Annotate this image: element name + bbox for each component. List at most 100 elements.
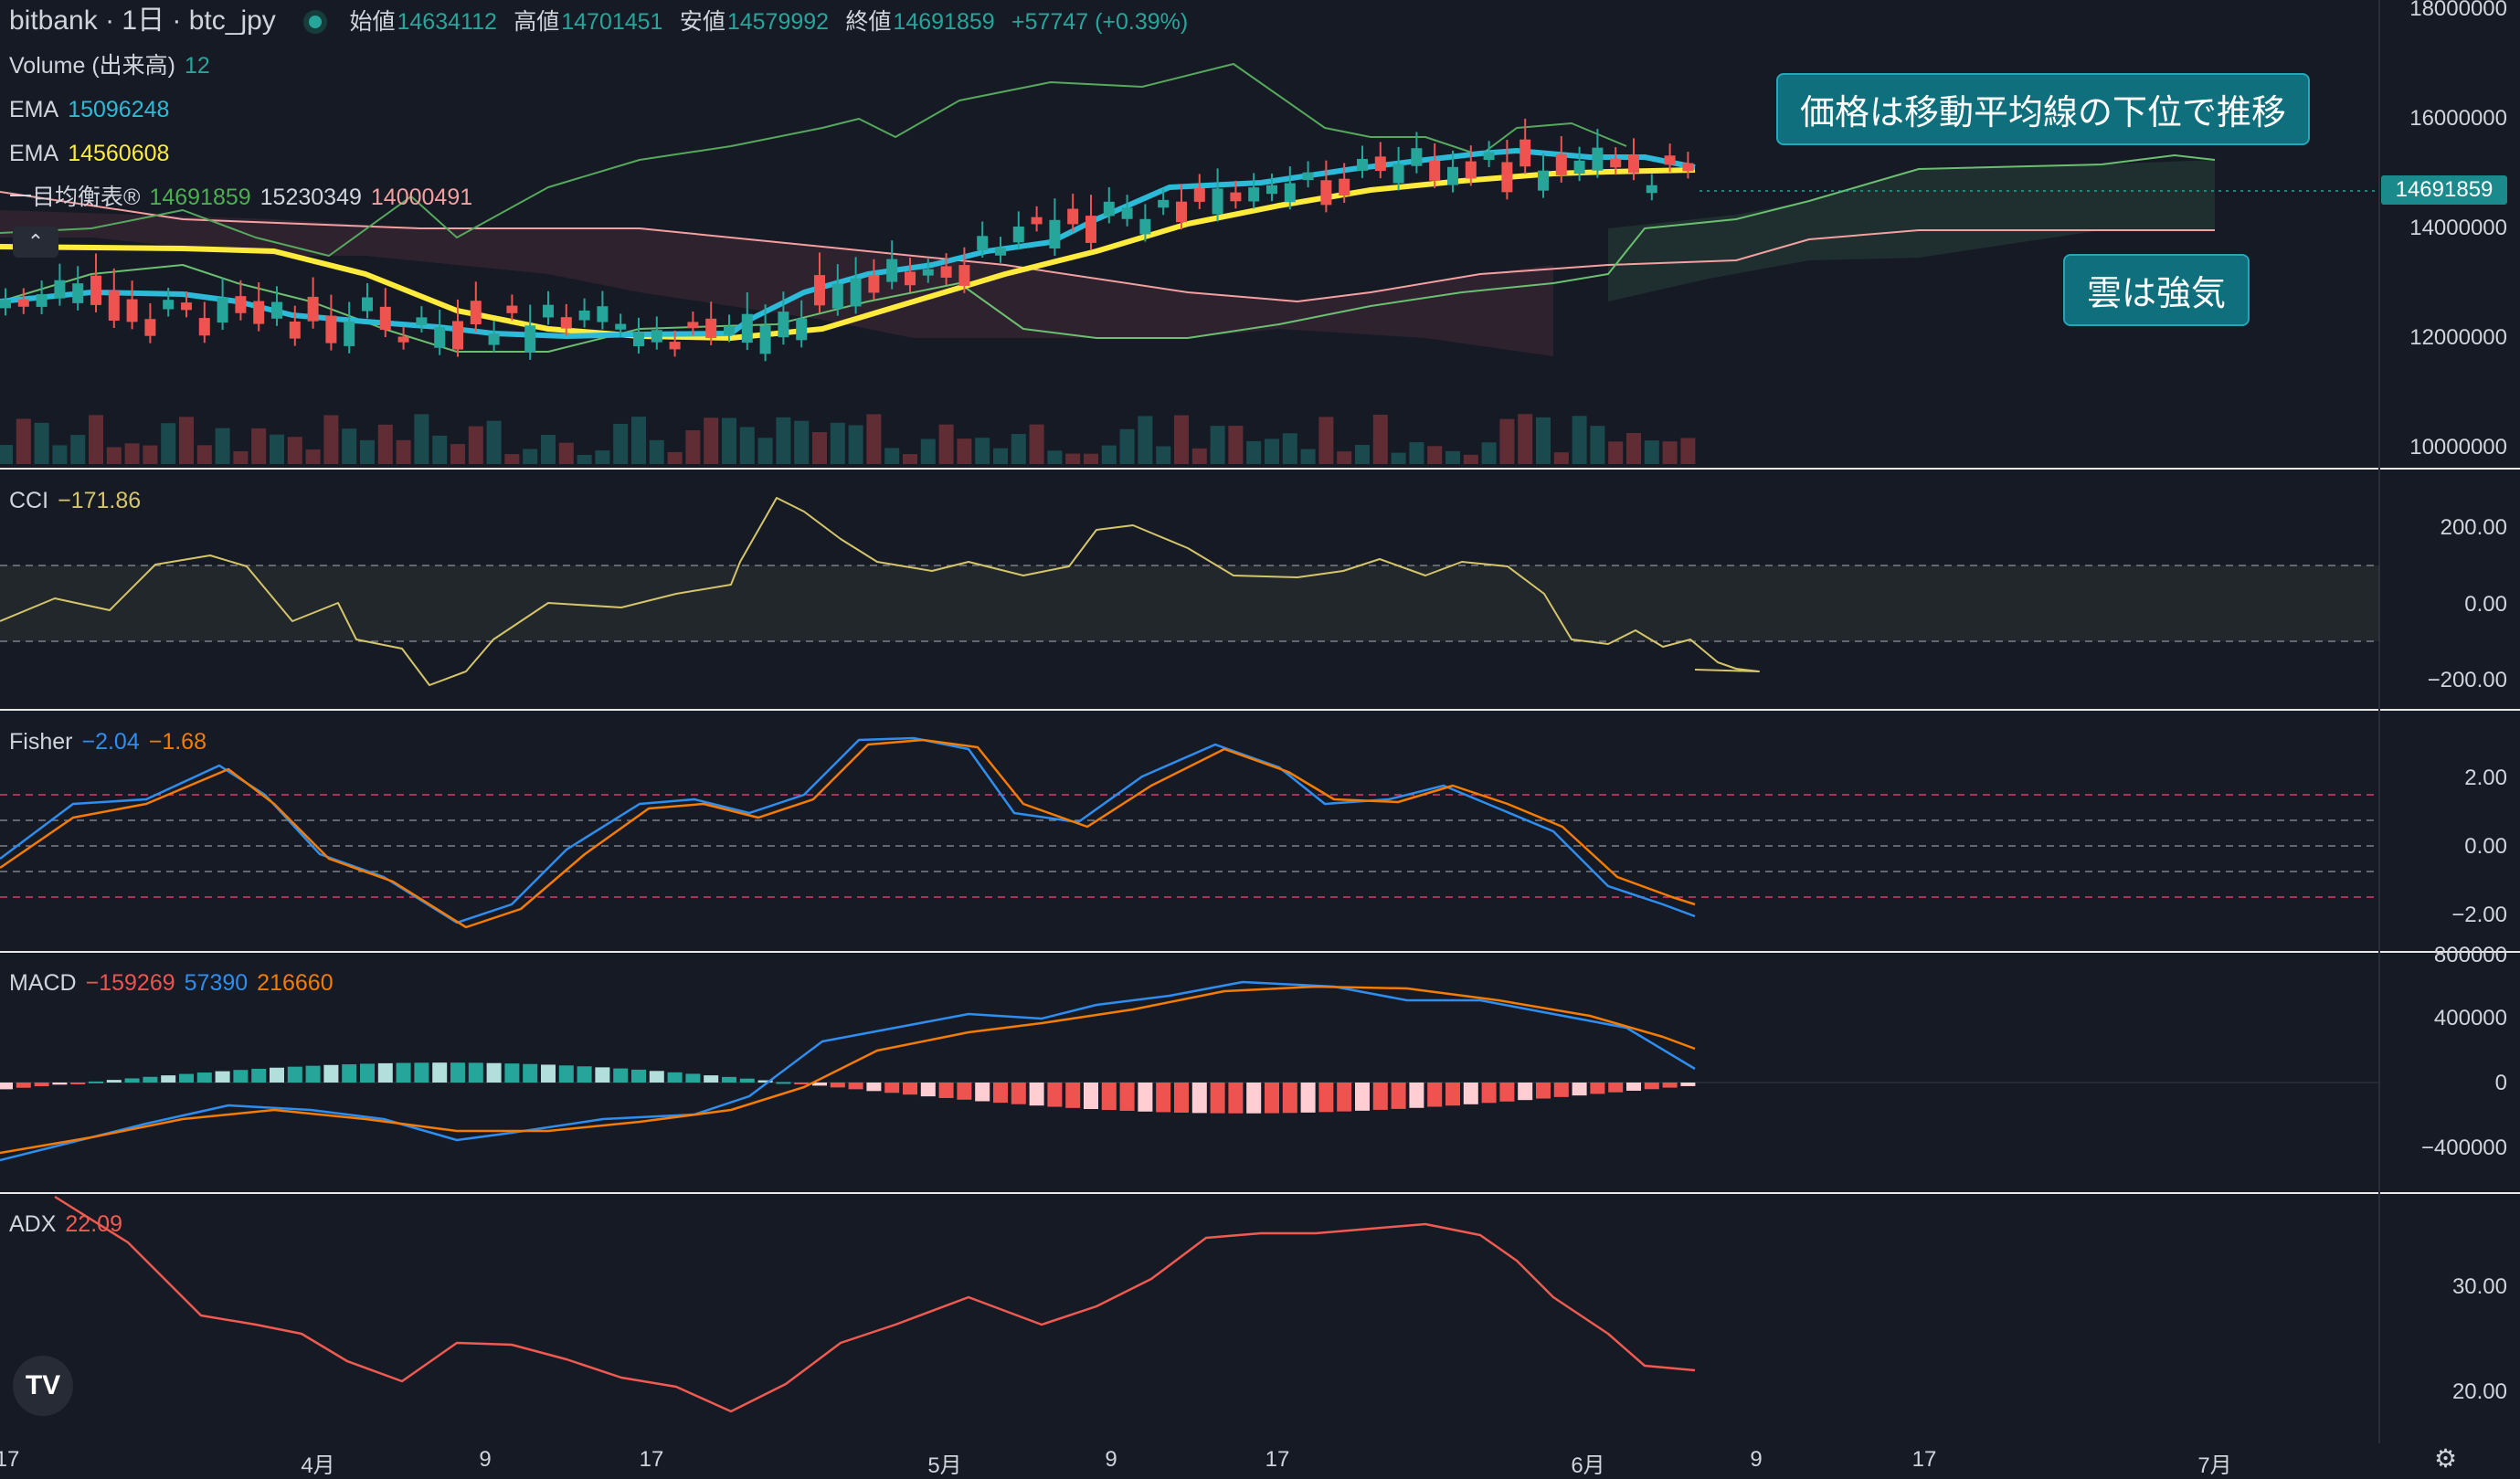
macd-histogram-bar <box>196 1072 212 1083</box>
candle-body <box>1628 154 1639 174</box>
macd-histogram-bar <box>1590 1083 1605 1094</box>
candle-body <box>397 336 409 343</box>
price-axis-tick: 12000000 <box>2409 325 2507 350</box>
candle-body <box>1212 188 1223 215</box>
legend-fisher[interactable]: Fisher −2.04 −1.68 <box>9 728 216 755</box>
macd-histogram-bar <box>1300 1083 1316 1113</box>
volume-bar <box>1011 434 1026 464</box>
volume-bar <box>377 424 393 464</box>
volume-bar <box>1536 417 1551 464</box>
volume-bar <box>848 425 863 464</box>
macd-histogram-bar <box>342 1064 357 1083</box>
volume-bar <box>1662 441 1678 464</box>
candle-body <box>524 325 536 353</box>
candle-body <box>669 342 681 350</box>
callout-cloud-bullish[interactable]: 雲は強気 <box>2063 254 2250 326</box>
candle-body <box>560 317 572 329</box>
candle-body <box>434 327 446 348</box>
macd-histogram-bar <box>558 1065 574 1083</box>
cci-axis-tick: −200.00 <box>2427 668 2507 692</box>
volume-bar <box>215 428 230 464</box>
volume-bar <box>776 417 791 464</box>
fisher-line <box>0 736 1696 924</box>
macd-histogram-bar <box>884 1083 900 1093</box>
legend-volume[interactable]: Volume (出来高) 12 <box>9 52 219 79</box>
legend-adx[interactable]: ADX 22.09 <box>9 1210 132 1238</box>
candle-body <box>1501 162 1513 193</box>
candle-body <box>126 299 138 322</box>
candle-body <box>1538 170 1549 191</box>
ema-fast-value: 15096248 <box>68 97 170 122</box>
fisher-axis-tick: 0.00 <box>2464 834 2507 859</box>
symbol-title[interactable]: bitbank · 1日 · btc_jpy <box>9 5 276 36</box>
macd-histogram-bar <box>1011 1083 1026 1104</box>
volume-bar <box>993 448 1008 464</box>
macd-histogram-bar <box>1355 1083 1370 1111</box>
collapse-legend-button[interactable]: ⌃ <box>13 227 58 258</box>
legend-ema-slow[interactable]: EMA 14560608 <box>9 140 178 167</box>
settings-gear-icon[interactable]: ⚙ <box>2434 1444 2458 1473</box>
candle-body <box>1031 217 1043 225</box>
cci-band <box>0 565 2379 641</box>
volume-value: 12 <box>184 53 210 79</box>
macd-histogram-bar <box>414 1062 429 1083</box>
candle-body <box>1646 185 1657 194</box>
volume-bar <box>1481 442 1497 464</box>
volume-bar <box>1391 452 1406 464</box>
symbol-header[interactable]: bitbank · 1日 · btc_jpy 始値14634112 高値1470… <box>9 7 1197 36</box>
volume-bar <box>1246 440 1262 464</box>
ema-slow-line <box>0 167 1696 341</box>
tradingview-logo-icon[interactable]: TV <box>13 1356 73 1416</box>
fisher-label: Fisher <box>9 729 73 755</box>
macd-histogram-bar <box>577 1066 592 1083</box>
volume-bar <box>812 432 827 464</box>
volume-bar <box>1590 426 1605 464</box>
macd-histogram-bar <box>1445 1083 1460 1106</box>
volume-bar <box>161 423 176 464</box>
high-value: 14701451 <box>561 9 663 35</box>
macd-histogram-bar <box>812 1083 827 1086</box>
volume-label: Volume (出来高) <box>9 53 175 79</box>
macd-histogram-bar <box>1210 1083 1225 1114</box>
candle-body <box>144 319 156 336</box>
volume-bar <box>468 426 483 464</box>
macd-histogram-bar <box>631 1069 646 1083</box>
candle-body <box>1465 161 1477 179</box>
volume-bar <box>70 435 86 464</box>
ema-slow-value: 14560608 <box>68 141 170 166</box>
candle-body <box>1121 207 1133 219</box>
candle-body <box>995 248 1006 256</box>
macd-histogram-bar <box>1427 1083 1443 1107</box>
legend-macd[interactable]: MACD −159269 57390 216660 <box>9 969 343 997</box>
fisher-value-2: −1.68 <box>148 729 206 755</box>
volume-bar <box>1445 450 1460 464</box>
ema-slow-label: EMA <box>9 141 59 166</box>
volume-bar <box>143 445 158 464</box>
legend-ema-fast[interactable]: EMA 15096248 <box>9 96 178 123</box>
volume-bar <box>975 438 990 464</box>
callout-price-below-ma[interactable]: 価格は移動平均線の下位で推移 <box>1776 73 2311 145</box>
macd-histogram-bar <box>233 1070 249 1083</box>
macd-histogram-bar <box>143 1076 158 1083</box>
candle-body <box>72 283 84 303</box>
adx-label: ADX <box>9 1211 57 1237</box>
macd-histogram-bar <box>541 1064 556 1083</box>
candle-body <box>796 318 808 341</box>
volume-bar <box>1372 415 1388 464</box>
macd-value-1: −159269 <box>85 970 175 996</box>
candle-body <box>1193 187 1205 202</box>
ichimoku-lagging-span <box>0 63 1627 257</box>
macd-histogram-bar <box>667 1072 683 1083</box>
volume-bar <box>794 420 810 464</box>
candle-body <box>253 301 265 324</box>
macd-histogram-bar <box>1156 1083 1171 1113</box>
time-axis-tick: 4月 <box>301 1453 335 1478</box>
volume-bar <box>1644 440 1659 464</box>
macd-axis-tick: −400000 <box>2420 1136 2507 1160</box>
legend-cci[interactable]: CCI −171.86 <box>9 487 150 514</box>
cci-line <box>0 497 1760 686</box>
legend-ichimoku[interactable]: 一目均衡表® 14691859 15230349 14000491 <box>9 184 482 211</box>
macd-histogram-bar <box>1463 1083 1478 1104</box>
macd-histogram-bar <box>1065 1083 1081 1108</box>
